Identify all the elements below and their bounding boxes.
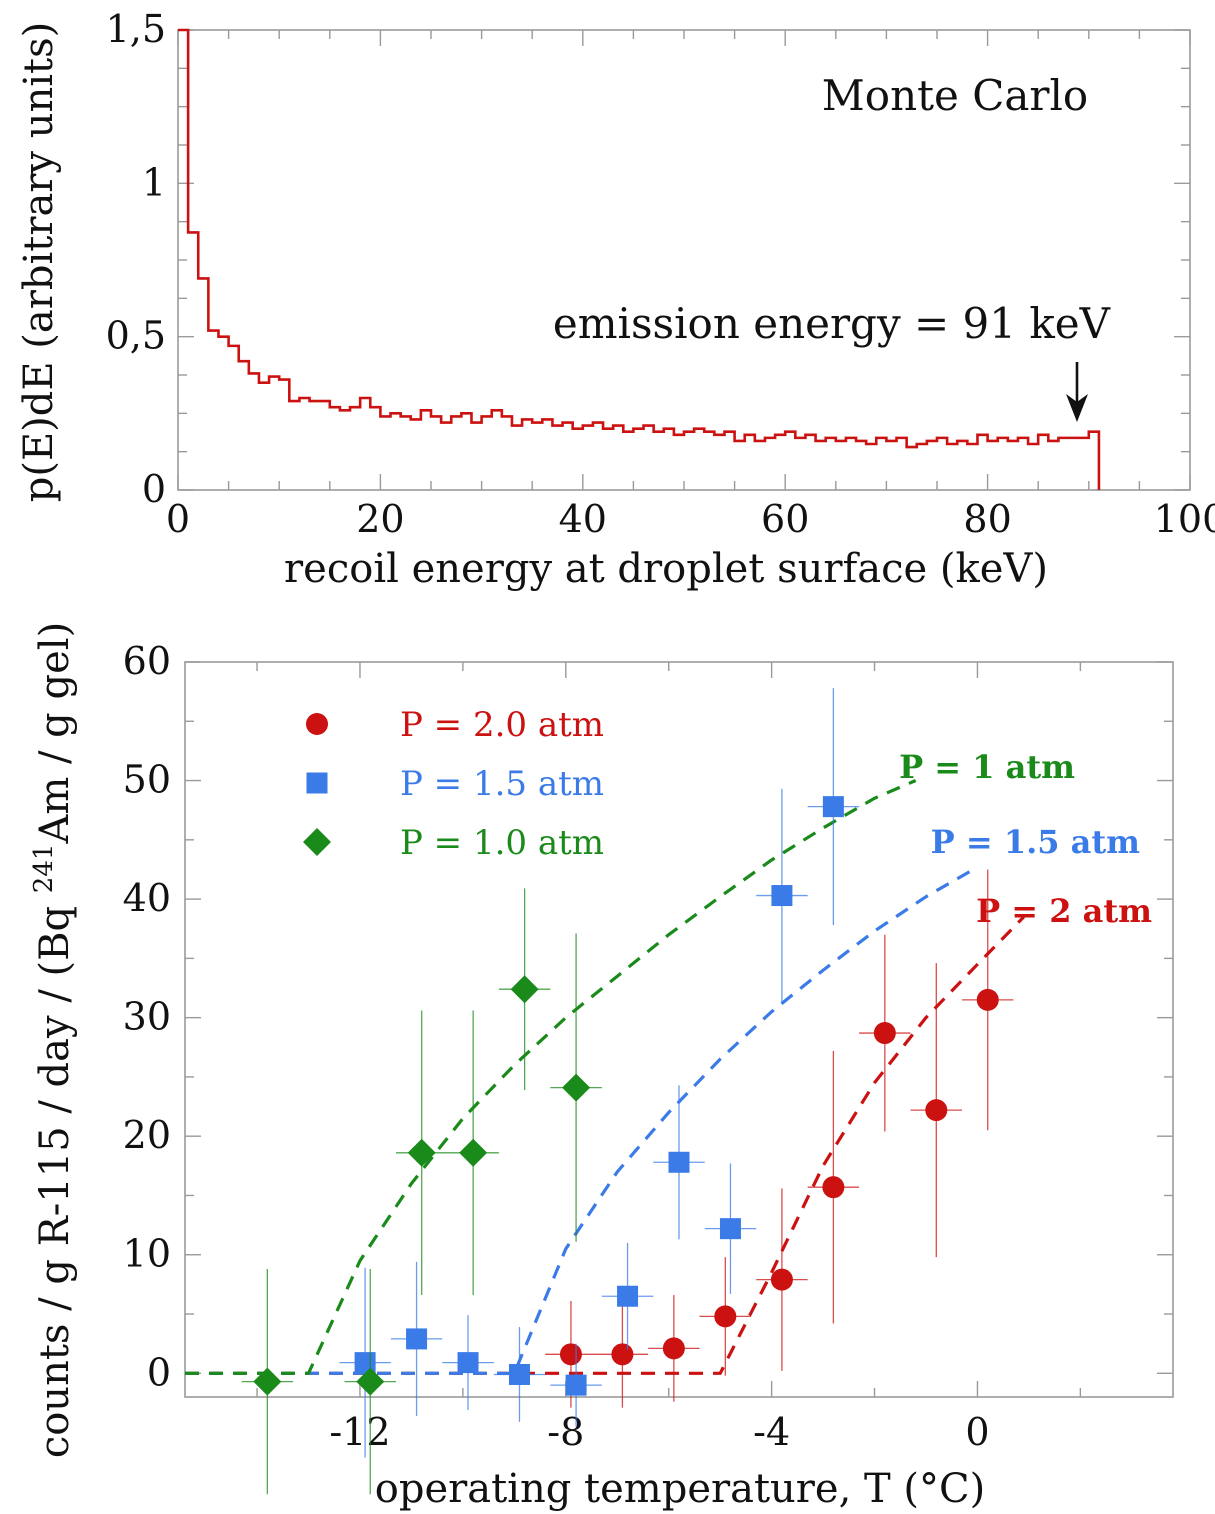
bottom-x-tick-label: -4: [753, 1410, 790, 1454]
top-y-tick-label: 1,5: [106, 7, 166, 51]
top-y-axis-title: p(E)dE (arbitrary units): [16, 22, 62, 503]
data-point-circle: [663, 1337, 685, 1359]
data-point-square: [823, 796, 844, 817]
bottom-x-tick-label: -12: [329, 1410, 390, 1454]
data-point-square: [406, 1328, 427, 1349]
fit-curves: [185, 781, 1024, 1374]
data-point-circle: [822, 1176, 844, 1198]
bottom-x-axis-title: operating temperature, T (°C): [375, 1466, 985, 1512]
data-point-diamond: [408, 1139, 436, 1167]
fit-curve-label: P = 1 atm: [899, 748, 1075, 786]
bottom-y-tick-label: 20: [123, 1113, 171, 1157]
top-x-tick-label: 100: [1154, 497, 1215, 541]
data-point-square: [771, 885, 792, 906]
bottom-panel-scatter: -12 -8 -4 0 0 10 20 30 40 50 60 P = 2.0 atm P = 1.5…: [29, 622, 1173, 1512]
bottom-y-tick-label: 30: [123, 995, 171, 1039]
top-x-tick-label: 20: [356, 497, 404, 541]
fit-curve-label: P = 1.5 atm: [931, 823, 1140, 861]
bottom-y-tick-label: 60: [123, 639, 171, 683]
data-point-square: [458, 1352, 479, 1373]
data-point-circle: [611, 1343, 633, 1365]
legend-square-icon: [307, 773, 328, 794]
top-y-tick-label: 1: [142, 160, 166, 204]
top-x-tick-label: 0: [166, 497, 190, 541]
emission-energy-label: emission energy = 91 keV: [553, 299, 1111, 348]
fit-curve: [185, 917, 1024, 1373]
monte-carlo-label: Monte Carlo: [822, 71, 1088, 120]
data-point-diamond: [511, 975, 539, 1003]
ylabel-superscript: 241: [29, 844, 59, 894]
data-point-circle: [977, 989, 999, 1011]
data-point-square: [669, 1152, 690, 1173]
ylabel-part-2: Am / g gel): [32, 622, 78, 845]
fit-curve: [185, 867, 978, 1373]
data-point-circle: [874, 1022, 896, 1044]
bottom-y-tick-label: 40: [123, 876, 171, 920]
bottom-y-tick-label: 0: [147, 1350, 171, 1394]
ylabel-part-1: counts / g R-115 / day / (Bq: [32, 893, 78, 1458]
data-point-diamond: [562, 1074, 590, 1102]
bottom-tick-labels: -12 -8 -4 0 0 10 20 30 40 50 60: [123, 639, 990, 1454]
legend-label: P = 1.5 atm: [400, 764, 604, 804]
data-point-circle: [771, 1269, 793, 1291]
fit-curve-labels: P = 2 atm P = 1.5 atm P = 1 atm: [899, 748, 1152, 930]
legend: P = 2.0 atm P = 1.5 atm P = 1.0 atm: [303, 705, 604, 863]
fit-curve-label: P = 2 atm: [976, 892, 1152, 930]
top-y-tick-label: 0: [142, 467, 166, 511]
legend-diamond-icon: [303, 828, 331, 856]
data-point-diamond: [459, 1139, 487, 1167]
bottom-x-tick-label: -8: [547, 1410, 584, 1454]
bottom-y-axis-title: counts / g R-115 / day / (Bq 241Am / g g…: [29, 622, 78, 1458]
legend-label: P = 2.0 atm: [400, 705, 604, 745]
top-x-axis-title: recoil energy at droplet surface (keV): [284, 546, 1048, 592]
legend-circle-icon: [306, 713, 328, 735]
data-point-circle: [714, 1305, 736, 1327]
data-point-circle: [560, 1343, 582, 1365]
data-point-square: [509, 1364, 530, 1385]
data-point-square: [720, 1218, 741, 1239]
data-point-circle: [925, 1099, 947, 1121]
bottom-y-tick-label: 50: [123, 758, 171, 802]
top-panel-histogram: 0 20 40 60 80 100 0 0,5 1 1,5 Monte Carlo emissio…: [16, 7, 1215, 592]
fit-curve: [185, 781, 916, 1374]
data-point-square: [617, 1286, 638, 1307]
bottom-x-tick-label: 0: [965, 1410, 989, 1454]
legend-label: P = 1.0 atm: [400, 823, 604, 863]
data-point-square: [566, 1375, 587, 1396]
bottom-y-tick-label: 10: [123, 1232, 171, 1276]
top-y-tick-label: 0,5: [106, 314, 166, 358]
down-arrow-icon: [1066, 362, 1088, 422]
top-x-tick-label: 40: [559, 497, 607, 541]
top-x-tick-label: 80: [963, 497, 1011, 541]
top-x-tick-label: 60: [761, 497, 809, 541]
